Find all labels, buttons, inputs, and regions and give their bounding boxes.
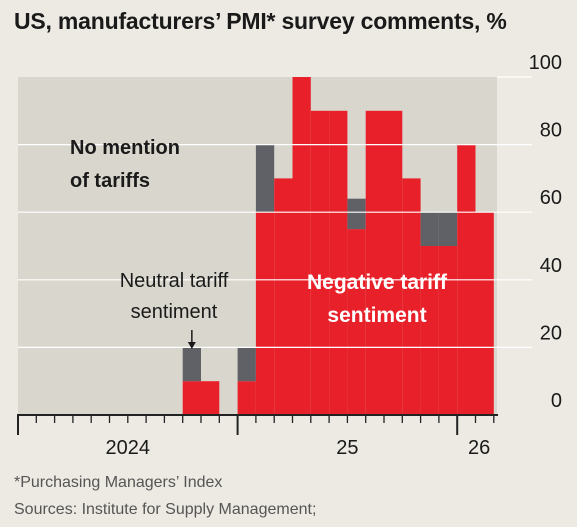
- x-tick-labels: 2024 25 26: [106, 437, 491, 459]
- x-tick-label-2024: 2024: [106, 437, 151, 459]
- x-tick-label-25: 25: [336, 437, 358, 459]
- annotation-no-mention-1: of tariffs: [70, 170, 150, 192]
- y-tick-labels: 0 20 40 60 80 100: [529, 52, 562, 412]
- bar-neutral-0: [182, 347, 201, 382]
- bar-neutral-2: [237, 347, 256, 382]
- y-tick-label-20: 20: [540, 322, 562, 344]
- y-tick-label-100: 100: [529, 52, 562, 74]
- bar-neutral-13: [438, 212, 458, 246]
- annotation-neutral-0: Neutral tariff: [120, 270, 229, 292]
- bar-negative-10: [384, 110, 403, 416]
- chart-title: US, manufacturers’ PMI* survey comments,…: [14, 8, 507, 34]
- bar-negative-13: [438, 246, 458, 415]
- annotation-negative-0: Negative tariff: [307, 271, 448, 294]
- bar-neutral-3: [255, 144, 275, 213]
- bar-negative-12: [420, 246, 439, 415]
- bar-negative-0: [182, 381, 201, 415]
- bar-negative-9: [365, 110, 384, 416]
- bar-negative-2: [237, 381, 256, 415]
- annotations: No mention of tariffs Neutral tariff sentim…: [70, 137, 448, 349]
- bar-negative-11: [402, 178, 421, 415]
- bar-negative-15: [475, 212, 494, 415]
- x-axis: [17, 414, 498, 435]
- bar-negative-7: [329, 110, 348, 416]
- bar-negative-1: [201, 381, 220, 415]
- footnote-definition: *Purchasing Managers’ Index: [14, 474, 223, 491]
- bar-neutral-12: [420, 212, 439, 246]
- bar-negative-8: [347, 229, 366, 415]
- y-tick-label-0: 0: [551, 390, 562, 412]
- bar-negative-5: [292, 77, 311, 415]
- bar-negative-3: [255, 212, 275, 415]
- gridlines: [18, 76, 532, 348]
- footnote-sources: Sources: Institute for Supply Management…: [14, 501, 317, 518]
- annotation-no-mention-0: No mention: [70, 137, 180, 159]
- y-tick-label-40: 40: [540, 255, 562, 277]
- annotation-neutral-arrow-head: [187, 342, 196, 349]
- x-tick-label-26: 26: [468, 437, 490, 459]
- bar-neutral-8: [347, 198, 366, 230]
- bar-negative-6: [310, 110, 330, 416]
- annotation-neutral-1: sentiment: [131, 301, 218, 323]
- y-tick-label-80: 80: [540, 120, 562, 142]
- bar-negative-4: [274, 178, 293, 415]
- annotation-negative-1: sentiment: [327, 304, 426, 327]
- y-tick-label-60: 60: [540, 187, 562, 209]
